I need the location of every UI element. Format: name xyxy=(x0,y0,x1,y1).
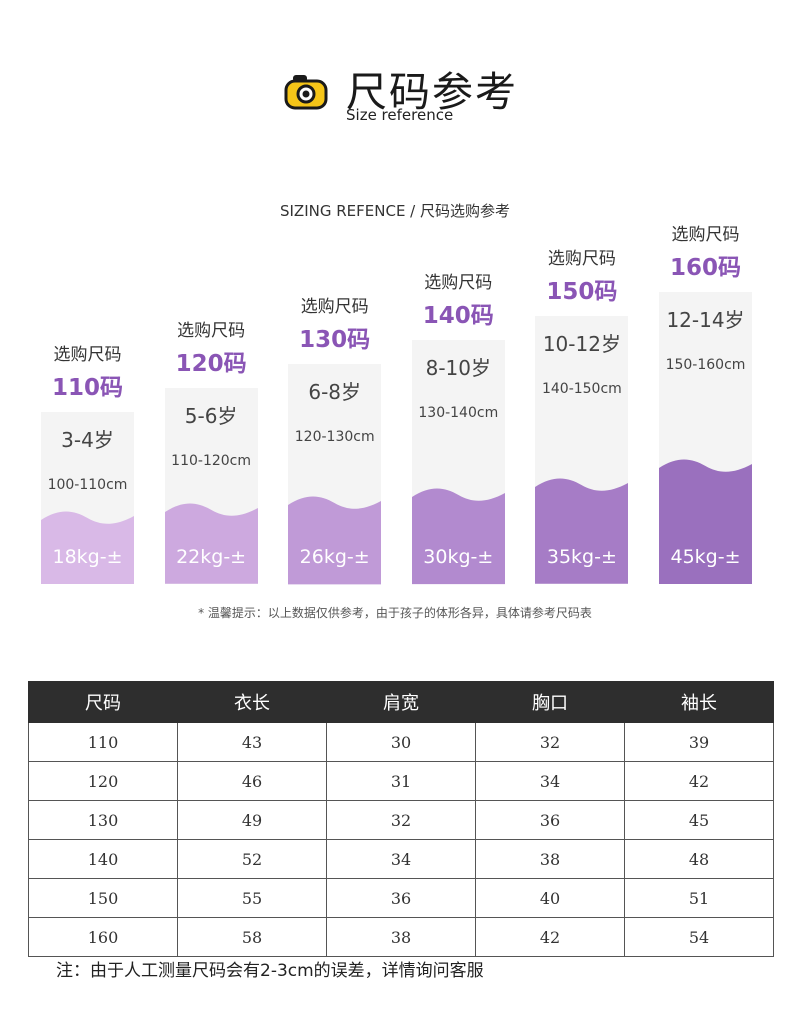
weight-bar xyxy=(535,478,629,584)
size-pick-label: 选购尺码 xyxy=(424,273,493,293)
size-pick-label: 选购尺码 xyxy=(177,321,246,341)
weight-label: 26kg-± xyxy=(299,546,370,568)
header-chest: 胸口 xyxy=(475,681,625,723)
height-label: 100-110cm xyxy=(47,477,128,493)
size-category: 130码 xyxy=(299,327,371,353)
table-cell: 38 xyxy=(326,917,476,957)
table-cell: 110 xyxy=(28,722,178,762)
table-cell: 54 xyxy=(624,917,774,957)
chart-note: * 温馨提示：以上数据仅供参考，由于孩子的体形各异，具体请参考尺码表 xyxy=(198,606,592,620)
table-cell: 150 xyxy=(28,878,178,918)
age-label: 8-10岁 xyxy=(425,356,491,380)
size-pick-label: 选购尺码 xyxy=(671,225,740,245)
table-cell: 46 xyxy=(177,761,327,801)
weight-bar xyxy=(164,503,258,584)
size-category: 120码 xyxy=(175,351,247,377)
weight-label: 45kg-± xyxy=(670,546,741,568)
table-cell: 45 xyxy=(624,800,774,840)
size-category: 110码 xyxy=(51,375,123,401)
footer-note: 注：由于人工测量尺码会有2-3cm的误差，详情询问客服 xyxy=(56,961,484,981)
size-pick-label: 选购尺码 xyxy=(300,297,369,317)
header-sleeve: 袖长 xyxy=(624,681,774,723)
table-cell: 36 xyxy=(326,878,476,918)
height-label: 140-150cm xyxy=(541,381,622,397)
table-cell: 55 xyxy=(177,878,327,918)
table-row: 140 52 34 38 48 xyxy=(28,839,774,879)
table-cell: 52 xyxy=(177,839,327,879)
size-category: 160码 xyxy=(669,255,741,281)
table-row: 130 49 32 36 45 xyxy=(28,800,774,840)
weight-bar xyxy=(411,488,505,584)
size-pick-label: 选购尺码 xyxy=(547,249,616,269)
chart-title: SIZING REFENCE / 尺码选购参考 xyxy=(279,202,511,220)
table-row: 120 46 31 34 42 xyxy=(28,761,774,801)
page-title: 尺码参考 xyxy=(346,68,518,116)
table-cell: 30 xyxy=(326,722,476,762)
age-label: 3-4岁 xyxy=(61,428,114,452)
height-label: 120-130cm xyxy=(294,429,375,445)
header-size: 尺码 xyxy=(28,681,178,723)
table-cell: 42 xyxy=(624,761,774,801)
weight-bar xyxy=(41,511,134,584)
weight-label: 18kg-± xyxy=(52,546,123,568)
table-cell: 120 xyxy=(28,761,178,801)
age-label: 6-8岁 xyxy=(308,380,362,404)
camera-icon xyxy=(284,75,328,110)
table-row: 160 58 38 42 54 xyxy=(28,917,774,957)
table-cell: 39 xyxy=(624,722,774,762)
table-cell: 36 xyxy=(475,800,625,840)
table-cell: 58 xyxy=(177,917,327,957)
table-cell: 34 xyxy=(326,839,476,879)
table-row: 150 55 36 40 51 xyxy=(28,878,774,918)
size-pick-label: 选购尺码 xyxy=(53,345,122,365)
height-label: 110-120cm xyxy=(171,453,252,469)
age-label: 10-12岁 xyxy=(542,332,621,356)
table-cell: 43 xyxy=(177,722,327,762)
weight-bar xyxy=(288,496,382,584)
table-cell: 49 xyxy=(177,800,327,840)
table-cell: 32 xyxy=(475,722,625,762)
height-label: 150-160cm xyxy=(665,357,746,373)
table-cell: 31 xyxy=(326,761,476,801)
header-length: 衣长 xyxy=(177,681,327,723)
table-cell: 42 xyxy=(475,917,625,957)
table-cell: 130 xyxy=(28,800,178,840)
table-cell: 32 xyxy=(326,800,476,840)
age-label: 12-14岁 xyxy=(666,308,745,332)
weight-label: 30kg-± xyxy=(423,546,494,568)
size-category: 150码 xyxy=(546,279,618,305)
table-cell: 51 xyxy=(624,878,774,918)
weight-label: 35kg-± xyxy=(546,546,617,568)
table-row: 110 43 30 32 39 xyxy=(28,722,774,762)
table-cell: 34 xyxy=(475,761,625,801)
table-header-row: 尺码 衣长 肩宽 胸口 袖长 xyxy=(28,681,774,723)
size-category: 140码 xyxy=(422,303,494,329)
age-label: 5-6岁 xyxy=(184,404,238,428)
weight-label: 22kg-± xyxy=(176,546,247,568)
table-cell: 38 xyxy=(475,839,625,879)
table-cell: 48 xyxy=(624,839,774,879)
height-label: 130-140cm xyxy=(418,405,499,421)
header-shoulder: 肩宽 xyxy=(326,681,476,723)
table-cell: 140 xyxy=(28,839,178,879)
weight-bar xyxy=(659,459,752,584)
page-subtitle: Size reference xyxy=(346,106,454,124)
size-table: 尺码 衣长 肩宽 胸口 袖长 110 43 30 32 39 120 46 31… xyxy=(28,681,774,957)
table-cell: 40 xyxy=(475,878,625,918)
table-cell: 160 xyxy=(28,917,178,957)
